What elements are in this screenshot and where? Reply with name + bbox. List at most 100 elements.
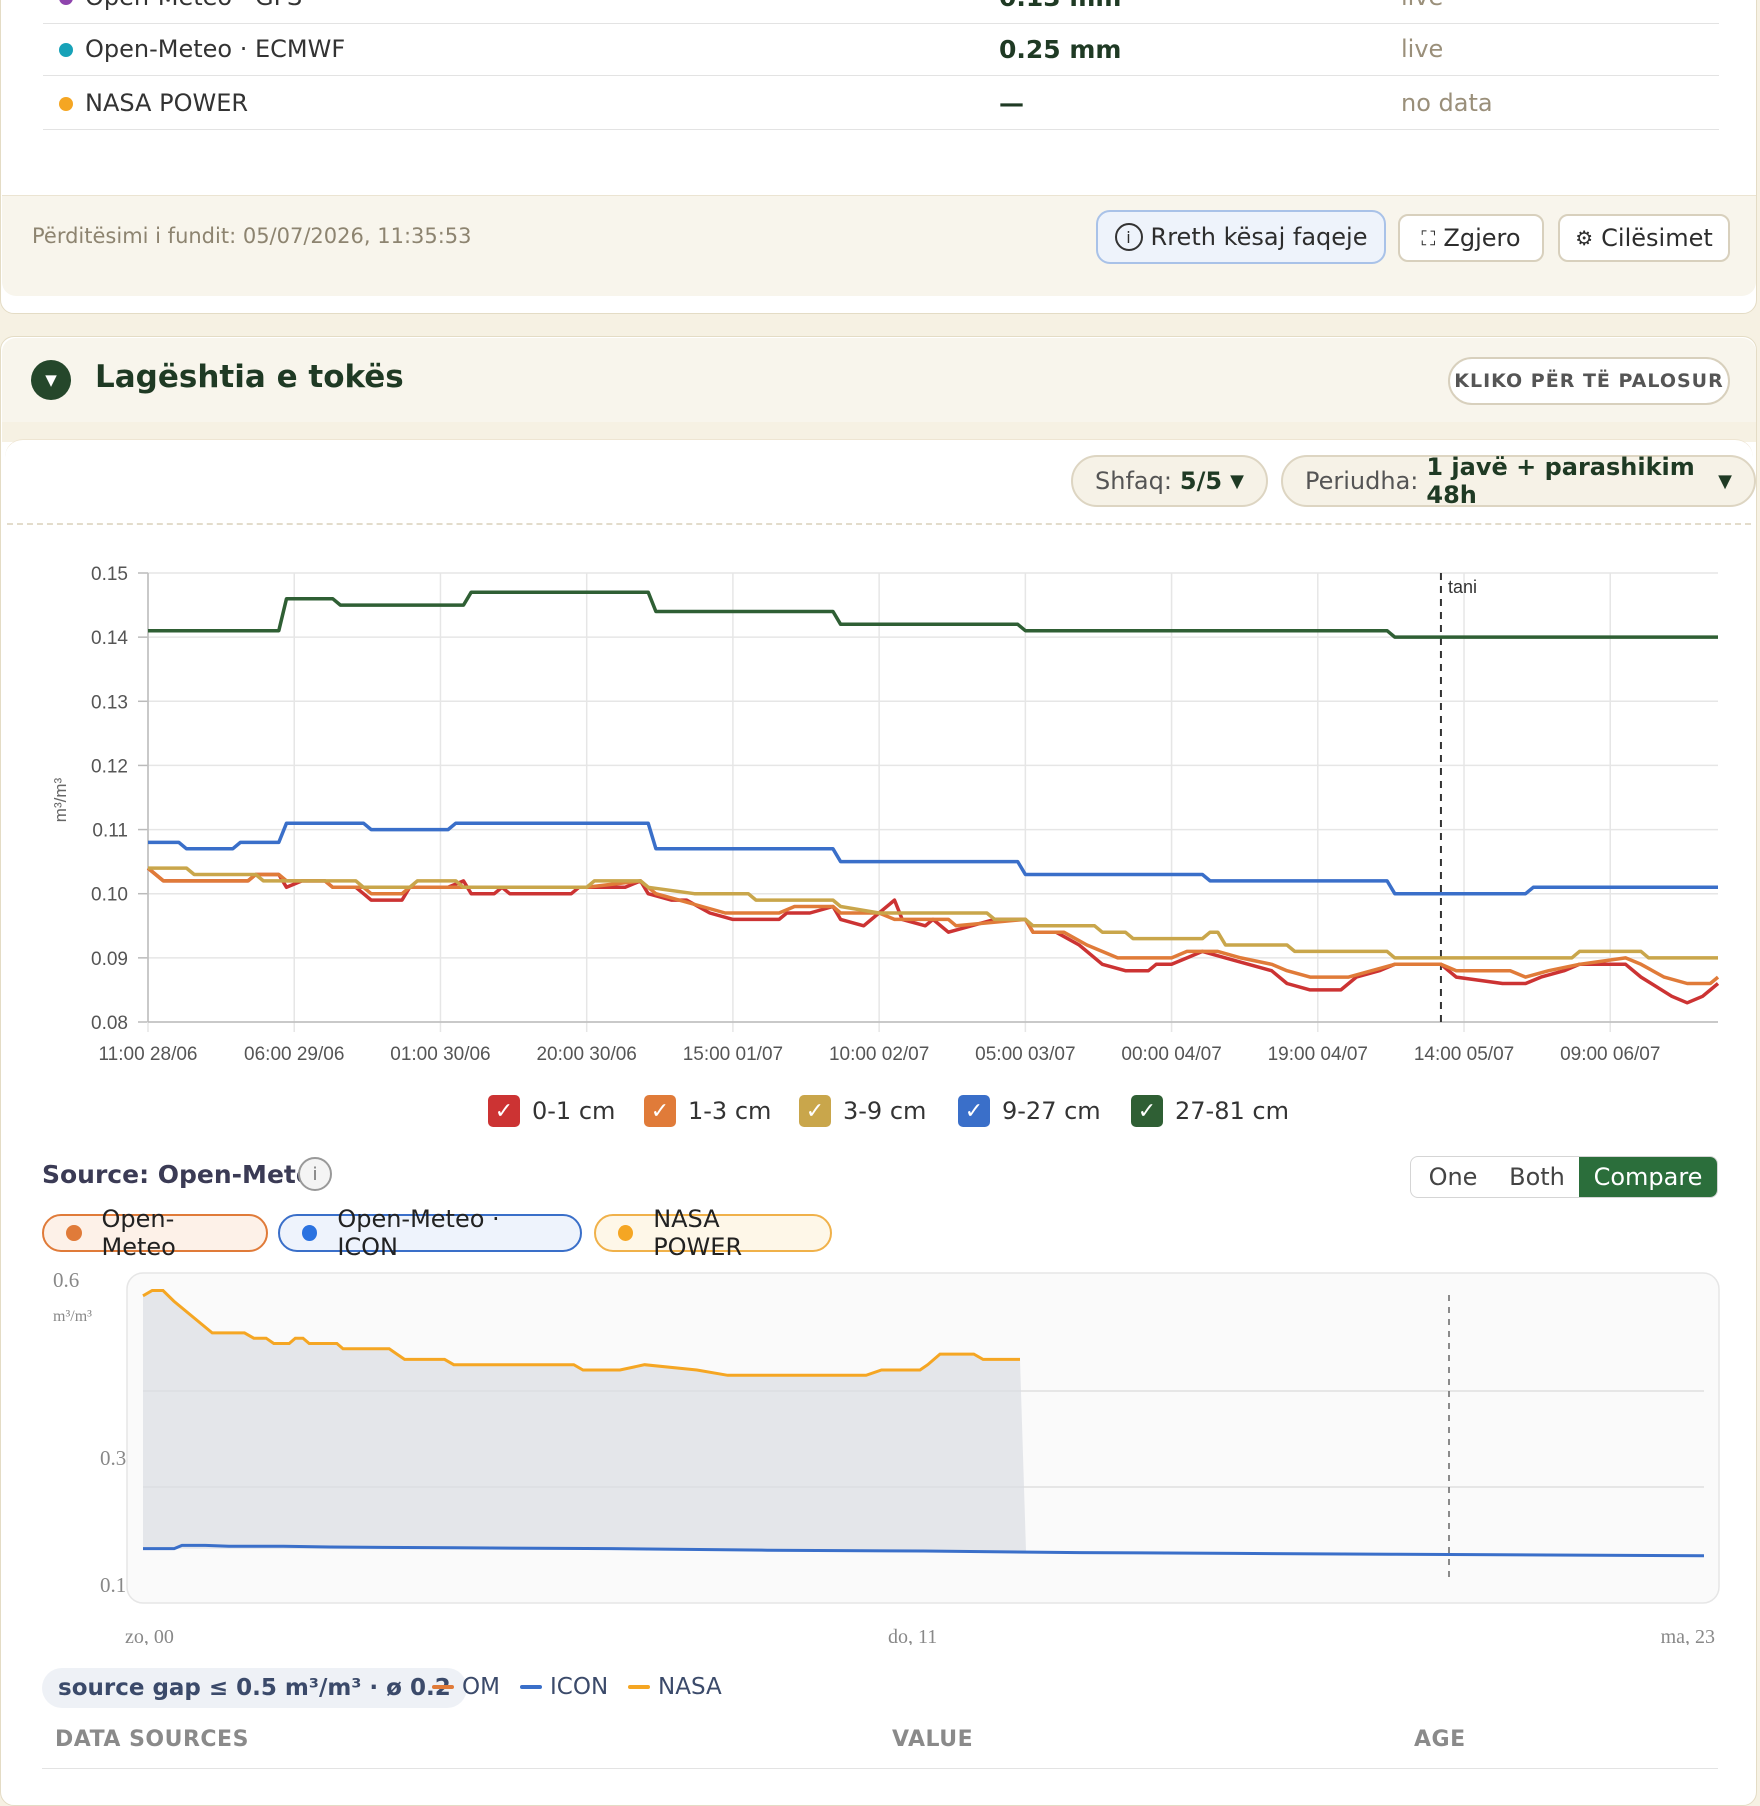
source-age: no data xyxy=(1401,89,1493,117)
y-tick-label: 0.11 xyxy=(92,821,128,842)
now-label: tani xyxy=(1448,577,1477,597)
series-line-ICON xyxy=(143,1543,1705,1558)
source-age: live xyxy=(1401,35,1444,63)
checkbox-icon[interactable]: ✓ xyxy=(958,1095,990,1127)
collapse-button[interactable]: KLIKO PËR TË PALOSUR xyxy=(1448,357,1730,405)
source-name: Open-Meteo · ECMWF xyxy=(85,35,346,63)
y-tick-label: 0.09 xyxy=(91,949,128,970)
source-gap-badge: source gap ≤ 0.5 m³/m³ · ø 0.2 xyxy=(42,1668,467,1708)
legend-toggle-3-9cm[interactable]: ✓ 3-9 cm xyxy=(799,1095,926,1127)
legend-label: ICON xyxy=(550,1674,609,1700)
mode-one-button[interactable]: One xyxy=(1428,1163,1478,1191)
checkbox-icon[interactable]: ✓ xyxy=(1131,1095,1163,1127)
x-tick-label: 09:00 06/07 xyxy=(1560,1044,1660,1065)
mode-both-button[interactable]: Both xyxy=(1509,1163,1565,1191)
x-tick-label: 06:00 29/06 xyxy=(244,1044,344,1065)
source-row-ecmwf: Open-Meteo · ECMWF 0.25 mm live xyxy=(43,23,1719,76)
legend-swatch xyxy=(432,1685,454,1689)
source-dot xyxy=(618,1225,634,1241)
gear-icon: ⚙ xyxy=(1575,226,1594,250)
y-tick-label: 0.6 xyxy=(53,1268,79,1292)
y-axis-label: m³/m³ xyxy=(51,777,70,822)
period-dropdown[interactable]: Periudha: 1 javë + parashikim 48h ▼ xyxy=(1281,453,1756,509)
x-tick-label: 01:00 30/06 xyxy=(390,1044,490,1065)
gap-text: source gap ≤ 0.5 m³/m³ · ø 0.2 xyxy=(58,1675,451,1701)
collapse-label: KLIKO PËR TË PALOSUR xyxy=(1454,370,1724,392)
table-header-divider xyxy=(42,1768,1718,1769)
panel-header[interactable]: ▼ Lagështia e tokës KLIKO PËR TË PALOSUR xyxy=(2,338,1756,422)
checkbox-icon[interactable]: ✓ xyxy=(488,1095,520,1127)
collapse-toggle-icon[interactable]: ▼ xyxy=(31,360,71,400)
x-tick-label: 05:00 03/07 xyxy=(975,1044,1075,1065)
x-tick-label: 19:00 04/07 xyxy=(1268,1044,1368,1065)
period-value: 1 javë + parashikim 48h xyxy=(1426,453,1695,509)
last-update-text: Përditësimi i fundit: 05/07/2026, 11:35:… xyxy=(32,224,472,248)
sources-card: Open-Meteo · GFS 0.13 mm live Open-Meteo… xyxy=(0,0,1757,314)
source-value: 0.25 mm xyxy=(999,35,1122,64)
source-dot xyxy=(59,0,73,5)
expand-button[interactable]: ⛶ Zgjero xyxy=(1398,214,1544,262)
source-gap-area xyxy=(143,1290,1026,1551)
series-line-9-27cm xyxy=(148,821,1718,896)
header-value: VALUE xyxy=(892,1727,974,1752)
checkbox-icon[interactable]: ✓ xyxy=(799,1095,831,1127)
about-label: Rreth kësaj faqeje xyxy=(1150,223,1368,251)
source-row-nasa: NASA POWER — no data xyxy=(43,77,1719,130)
source-dot xyxy=(59,97,73,111)
legend-label: 9-27 cm xyxy=(1002,1097,1101,1125)
dashed-divider xyxy=(7,523,1751,525)
y-tick-label: 0.12 xyxy=(91,756,128,777)
y-tick-label: 0.13 xyxy=(91,692,128,713)
source-pill-label: Open-Meteo xyxy=(101,1205,176,1261)
show-value: 5/5 xyxy=(1179,467,1223,495)
source-title: Source: Open-Meteo xyxy=(42,1160,330,1189)
x-tick-label: 10:00 02/07 xyxy=(829,1044,929,1065)
source-dot xyxy=(66,1225,82,1241)
y-axis-label: m³/m³ xyxy=(53,1308,92,1325)
x-tick-label: 15:00 01/07 xyxy=(683,1044,783,1065)
header-data-sources: DATA SOURCES xyxy=(55,1727,249,1752)
x-tick-label: do, 11 xyxy=(888,1626,937,1645)
source-pill-icon[interactable]: Open-Meteo · ICON xyxy=(278,1205,582,1261)
legend-label: 27-81 cm xyxy=(1175,1097,1289,1125)
compare-legend-item: NASA xyxy=(628,1674,722,1700)
x-tick-label: 11:00 28/06 xyxy=(99,1044,198,1065)
period-label: Periudha: xyxy=(1305,467,1419,495)
legend-label: 1-3 cm xyxy=(688,1097,772,1125)
show-filter-dropdown[interactable]: Shfaq: 5/5 ▼ xyxy=(1071,455,1268,507)
x-tick-label: 20:00 30/06 xyxy=(536,1044,636,1065)
legend-toggle-1-3cm[interactable]: ✓ 1-3 cm xyxy=(644,1095,771,1127)
series-line-3-9cm xyxy=(148,866,1718,960)
about-page-button[interactable]: i Rreth kësaj faqeje xyxy=(1096,210,1386,264)
settings-button[interactable]: ⚙ Cilësimet xyxy=(1558,214,1730,262)
series-line-NASA xyxy=(142,1289,1020,1377)
source-pill-open-meteo[interactable]: Open-Meteo xyxy=(42,1205,268,1261)
legend-toggle-27-81cm[interactable]: ✓ 27-81 cm xyxy=(1131,1095,1289,1127)
source-name: NASA POWER xyxy=(85,89,249,117)
y-tick-label: 0.1 xyxy=(100,1573,126,1597)
checkbox-icon[interactable]: ✓ xyxy=(644,1095,676,1127)
compare-legend-item: ICON xyxy=(520,1674,608,1700)
panel-title: Lagështia e tokës xyxy=(95,359,404,395)
chevron-down-icon: ▼ xyxy=(1230,470,1244,492)
show-label: Shfaq: xyxy=(1095,467,1172,495)
source-pill-nasa[interactable]: NASA POWER xyxy=(594,1205,832,1261)
info-icon[interactable]: i xyxy=(298,1157,332,1191)
source-compare-chart: 0.6 m³/m³ 0.3 0.1 zo, 00 do, 11 ma, 23 xyxy=(53,1268,1720,1645)
source-dot xyxy=(302,1225,318,1241)
legend-swatch xyxy=(520,1685,542,1689)
legend-label: 0-1 cm xyxy=(532,1097,616,1125)
source-name: Open-Meteo · GFS xyxy=(85,0,302,11)
expand-icon: ⛶ xyxy=(1421,226,1436,250)
legend-toggle-9-27cm[interactable]: ✓ 9-27 cm xyxy=(958,1095,1101,1127)
source-row-gfs: Open-Meteo · GFS 0.13 mm live xyxy=(43,0,1719,24)
y-tick-label: 0.14 xyxy=(91,628,128,649)
header-age: AGE xyxy=(1414,1727,1466,1752)
info-icon: i xyxy=(1114,223,1143,251)
x-tick-label: 14:00 05/07 xyxy=(1414,1044,1514,1065)
legend-toggle-0-1cm[interactable]: ✓ 0-1 cm xyxy=(488,1095,615,1127)
source-mode-toggle: One Both Compare xyxy=(1410,1156,1718,1198)
x-tick-label: zo, 00 xyxy=(125,1626,174,1645)
source-age: live xyxy=(1401,0,1443,11)
mode-compare-button[interactable]: Compare xyxy=(1579,1157,1717,1197)
